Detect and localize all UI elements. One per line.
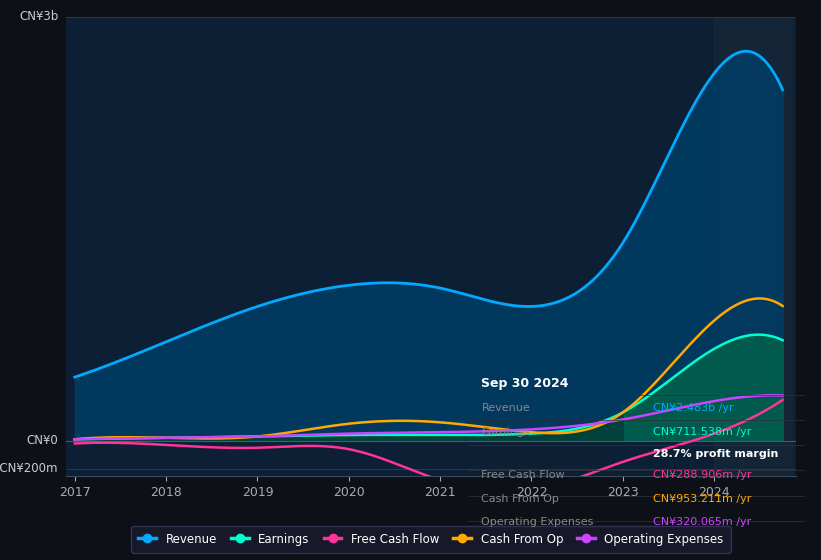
Text: CN¥288.906m /yr: CN¥288.906m /yr: [654, 470, 752, 480]
Text: Cash From Op: Cash From Op: [481, 494, 559, 504]
Text: -CN¥200m: -CN¥200m: [0, 463, 58, 475]
Text: Operating Expenses: Operating Expenses: [481, 517, 594, 528]
Text: 28.7% profit margin: 28.7% profit margin: [654, 449, 778, 459]
Bar: [714, 17, 791, 476]
Text: Sep 30 2024: Sep 30 2024: [481, 376, 569, 390]
Text: CN¥320.065m /yr: CN¥320.065m /yr: [654, 517, 751, 528]
Text: Earnings: Earnings: [481, 427, 530, 437]
Text: Revenue: Revenue: [481, 403, 530, 413]
Text: CN¥2.483b /yr: CN¥2.483b /yr: [654, 403, 734, 413]
Legend: Revenue, Earnings, Free Cash Flow, Cash From Op, Operating Expenses: Revenue, Earnings, Free Cash Flow, Cash …: [131, 526, 731, 553]
Text: CN¥711.538m /yr: CN¥711.538m /yr: [654, 427, 751, 437]
Text: CN¥953.211m /yr: CN¥953.211m /yr: [654, 494, 751, 504]
Text: CN¥0: CN¥0: [26, 434, 58, 447]
Text: CN¥3b: CN¥3b: [19, 10, 58, 24]
Text: Free Cash Flow: Free Cash Flow: [481, 470, 565, 480]
